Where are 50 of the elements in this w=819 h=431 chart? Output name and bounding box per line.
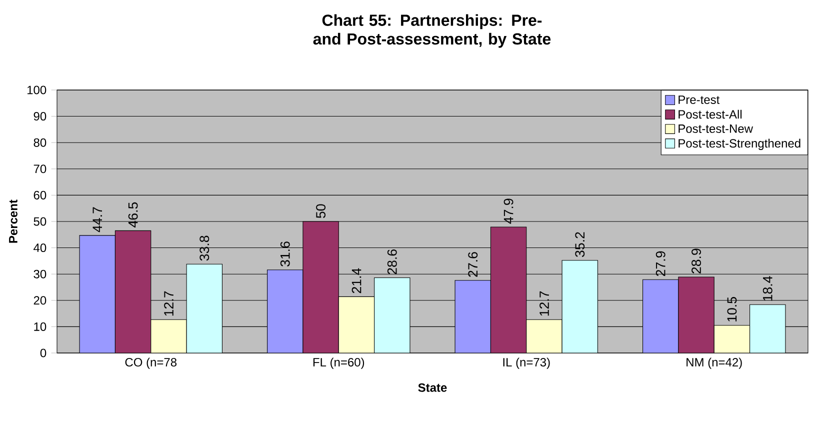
- x-tick-label: IL (n=73): [503, 358, 550, 369]
- legend-label: Post-test-Strengthened: [678, 138, 800, 150]
- y-tick-label: 100: [28, 86, 46, 94]
- data-label: 50: [316, 204, 326, 218]
- y-tick-label: 80: [34, 138, 46, 147]
- bar: [79, 235, 116, 353]
- bar: [186, 264, 222, 353]
- data-label: 10.5: [727, 297, 737, 322]
- y-tick-label: 30: [34, 270, 46, 278]
- bar: [750, 304, 786, 353]
- bar: [454, 280, 491, 353]
- y-tick-label: 40: [34, 244, 46, 252]
- data-label: 35.2: [575, 232, 585, 257]
- bar: [562, 260, 598, 353]
- data-label: 27.6: [468, 252, 478, 277]
- bar: [267, 270, 304, 353]
- y-axis-title: Percent: [9, 200, 18, 243]
- y-tick-label: 60: [34, 190, 46, 200]
- bar: [374, 278, 410, 353]
- x-tick-label: FL (n=60): [313, 358, 364, 369]
- data-label: 28.6: [387, 249, 397, 274]
- x-axis-title: State: [418, 383, 447, 392]
- chart-title: Chart 55: Partnerships: Pre- and Post-assessment, by State: [313, 14, 551, 48]
- legend-label: Post-test-All: [678, 110, 742, 119]
- x-tick-label: NM (n=42): [686, 358, 742, 369]
- y-tick-label: 90: [34, 112, 46, 121]
- legend-label: Pre-test: [678, 96, 720, 104]
- data-label: 12.7: [540, 291, 549, 316]
- bar: [678, 276, 714, 353]
- data-label: 47.9: [504, 198, 514, 224]
- y-tick-label: 0: [40, 348, 46, 358]
- bar: [642, 279, 679, 353]
- data-label: 33.8: [200, 236, 210, 261]
- data-label: 46.5: [128, 202, 138, 228]
- y-tick-label: 10: [34, 322, 46, 331]
- data-label: 31.6: [280, 242, 290, 266]
- legend-label: Post-test-New: [678, 124, 754, 133]
- data-label: 27.9: [656, 251, 666, 276]
- y-tick-label: 20: [34, 296, 46, 305]
- x-tick-label: CO (n=78: [125, 358, 177, 369]
- bar: [114, 230, 152, 353]
- bar: [490, 226, 527, 353]
- bar: [302, 221, 339, 353]
- data-label: 12.7: [164, 291, 174, 316]
- data-label: 21.4: [352, 268, 362, 294]
- data-label: 18.4: [762, 276, 772, 301]
- y-tick-label: 50: [34, 217, 46, 226]
- data-label: 44.7: [92, 207, 102, 232]
- data-label: 28.9: [692, 248, 701, 274]
- y-tick-label: 70: [34, 164, 46, 174]
